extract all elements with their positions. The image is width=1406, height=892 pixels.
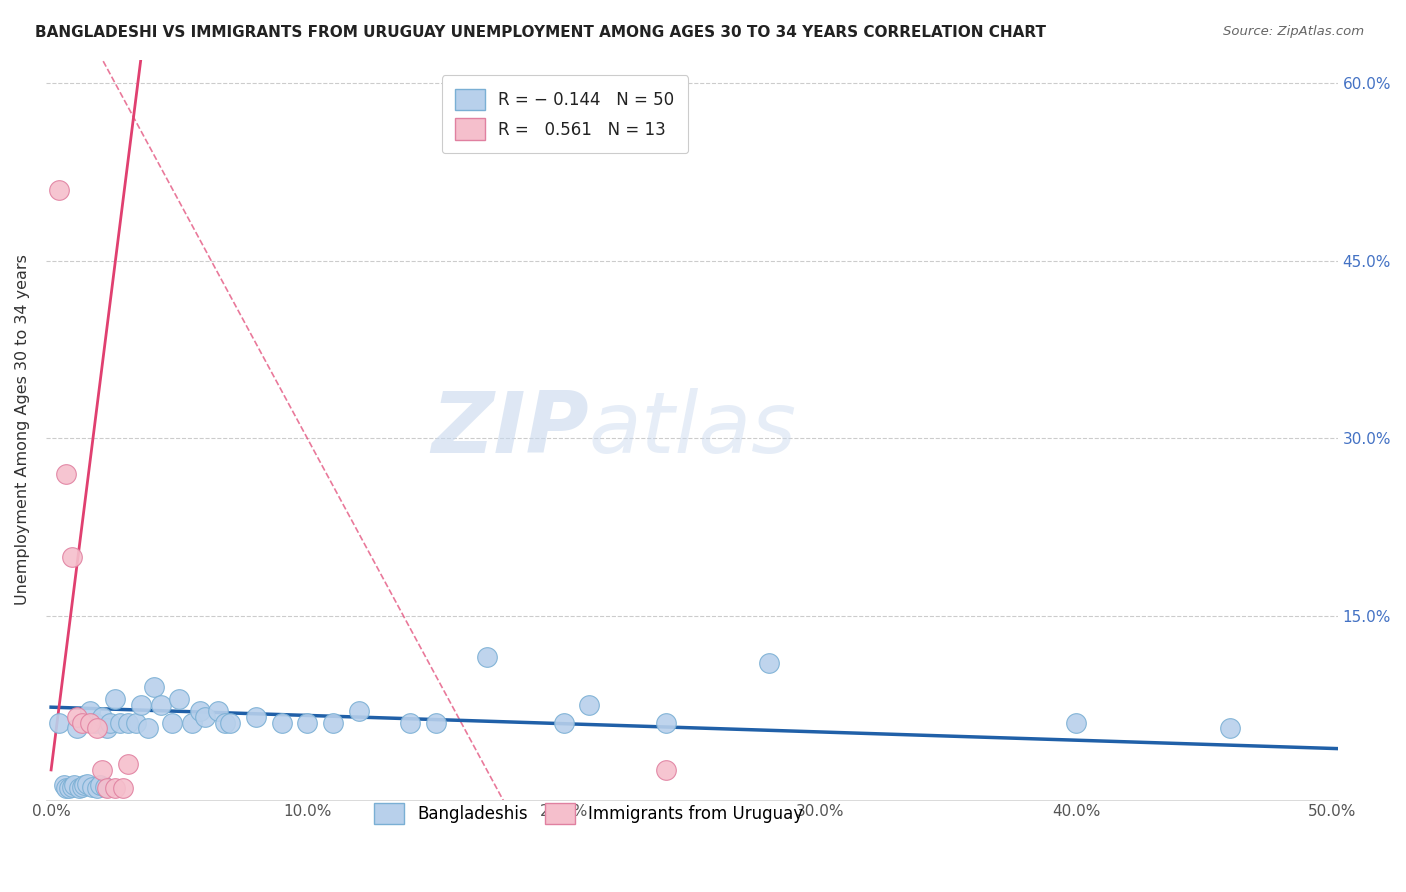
Point	[758, 657, 780, 671]
Point	[55, 467, 77, 481]
Y-axis label: Unemployment Among Ages 30 to 34 years: Unemployment Among Ages 30 to 34 years	[15, 254, 30, 605]
Point	[96, 722, 118, 736]
Point	[66, 709, 89, 723]
Point	[58, 780, 80, 795]
Legend: Bangladeshis, Immigrants from Uruguay: Bangladeshis, Immigrants from Uruguay	[363, 791, 814, 836]
Point	[553, 715, 575, 730]
Text: atlas: atlas	[589, 388, 796, 471]
Point	[181, 715, 204, 730]
Point	[138, 722, 160, 736]
Point	[110, 715, 132, 730]
Point	[82, 780, 104, 794]
Text: ZIP: ZIP	[430, 388, 589, 471]
Point	[425, 715, 447, 730]
Point	[63, 778, 86, 792]
Point	[73, 778, 96, 792]
Point	[1064, 715, 1087, 730]
Point	[111, 780, 134, 795]
Point	[104, 692, 127, 706]
Point	[322, 715, 344, 730]
Point	[245, 709, 267, 723]
Point	[60, 780, 83, 794]
Point	[76, 777, 98, 791]
Point	[52, 778, 75, 792]
Point	[475, 650, 498, 665]
Point	[91, 709, 114, 723]
Point	[167, 692, 190, 706]
Point	[48, 715, 70, 730]
Point	[94, 780, 117, 794]
Point	[117, 715, 139, 730]
Point	[60, 549, 83, 564]
Point	[66, 722, 89, 736]
Point	[67, 780, 90, 795]
Point	[142, 680, 165, 694]
Point	[194, 709, 217, 723]
Point	[129, 698, 152, 712]
Point	[188, 704, 211, 718]
Point	[399, 715, 422, 730]
Point	[219, 715, 242, 730]
Point	[79, 704, 101, 718]
Point	[270, 715, 292, 730]
Point	[117, 757, 139, 772]
Text: Source: ZipAtlas.com: Source: ZipAtlas.com	[1223, 25, 1364, 38]
Point	[70, 780, 93, 794]
Point	[83, 715, 105, 730]
Point	[160, 715, 183, 730]
Point	[655, 763, 678, 777]
Point	[89, 778, 111, 792]
Point	[124, 715, 146, 730]
Point	[578, 698, 600, 712]
Point	[1219, 722, 1241, 736]
Point	[70, 715, 93, 730]
Point	[207, 704, 229, 718]
Point	[150, 698, 173, 712]
Point	[79, 715, 101, 730]
Point	[48, 183, 70, 197]
Point	[347, 704, 370, 718]
Point	[86, 722, 108, 736]
Point	[91, 763, 114, 777]
Point	[55, 780, 77, 795]
Point	[96, 780, 118, 795]
Point	[86, 780, 108, 795]
Point	[297, 715, 319, 730]
Point	[655, 715, 678, 730]
Point	[104, 780, 127, 795]
Point	[214, 715, 236, 730]
Text: BANGLADESHI VS IMMIGRANTS FROM URUGUAY UNEMPLOYMENT AMONG AGES 30 TO 34 YEARS CO: BANGLADESHI VS IMMIGRANTS FROM URUGUAY U…	[35, 25, 1046, 40]
Point	[98, 715, 121, 730]
